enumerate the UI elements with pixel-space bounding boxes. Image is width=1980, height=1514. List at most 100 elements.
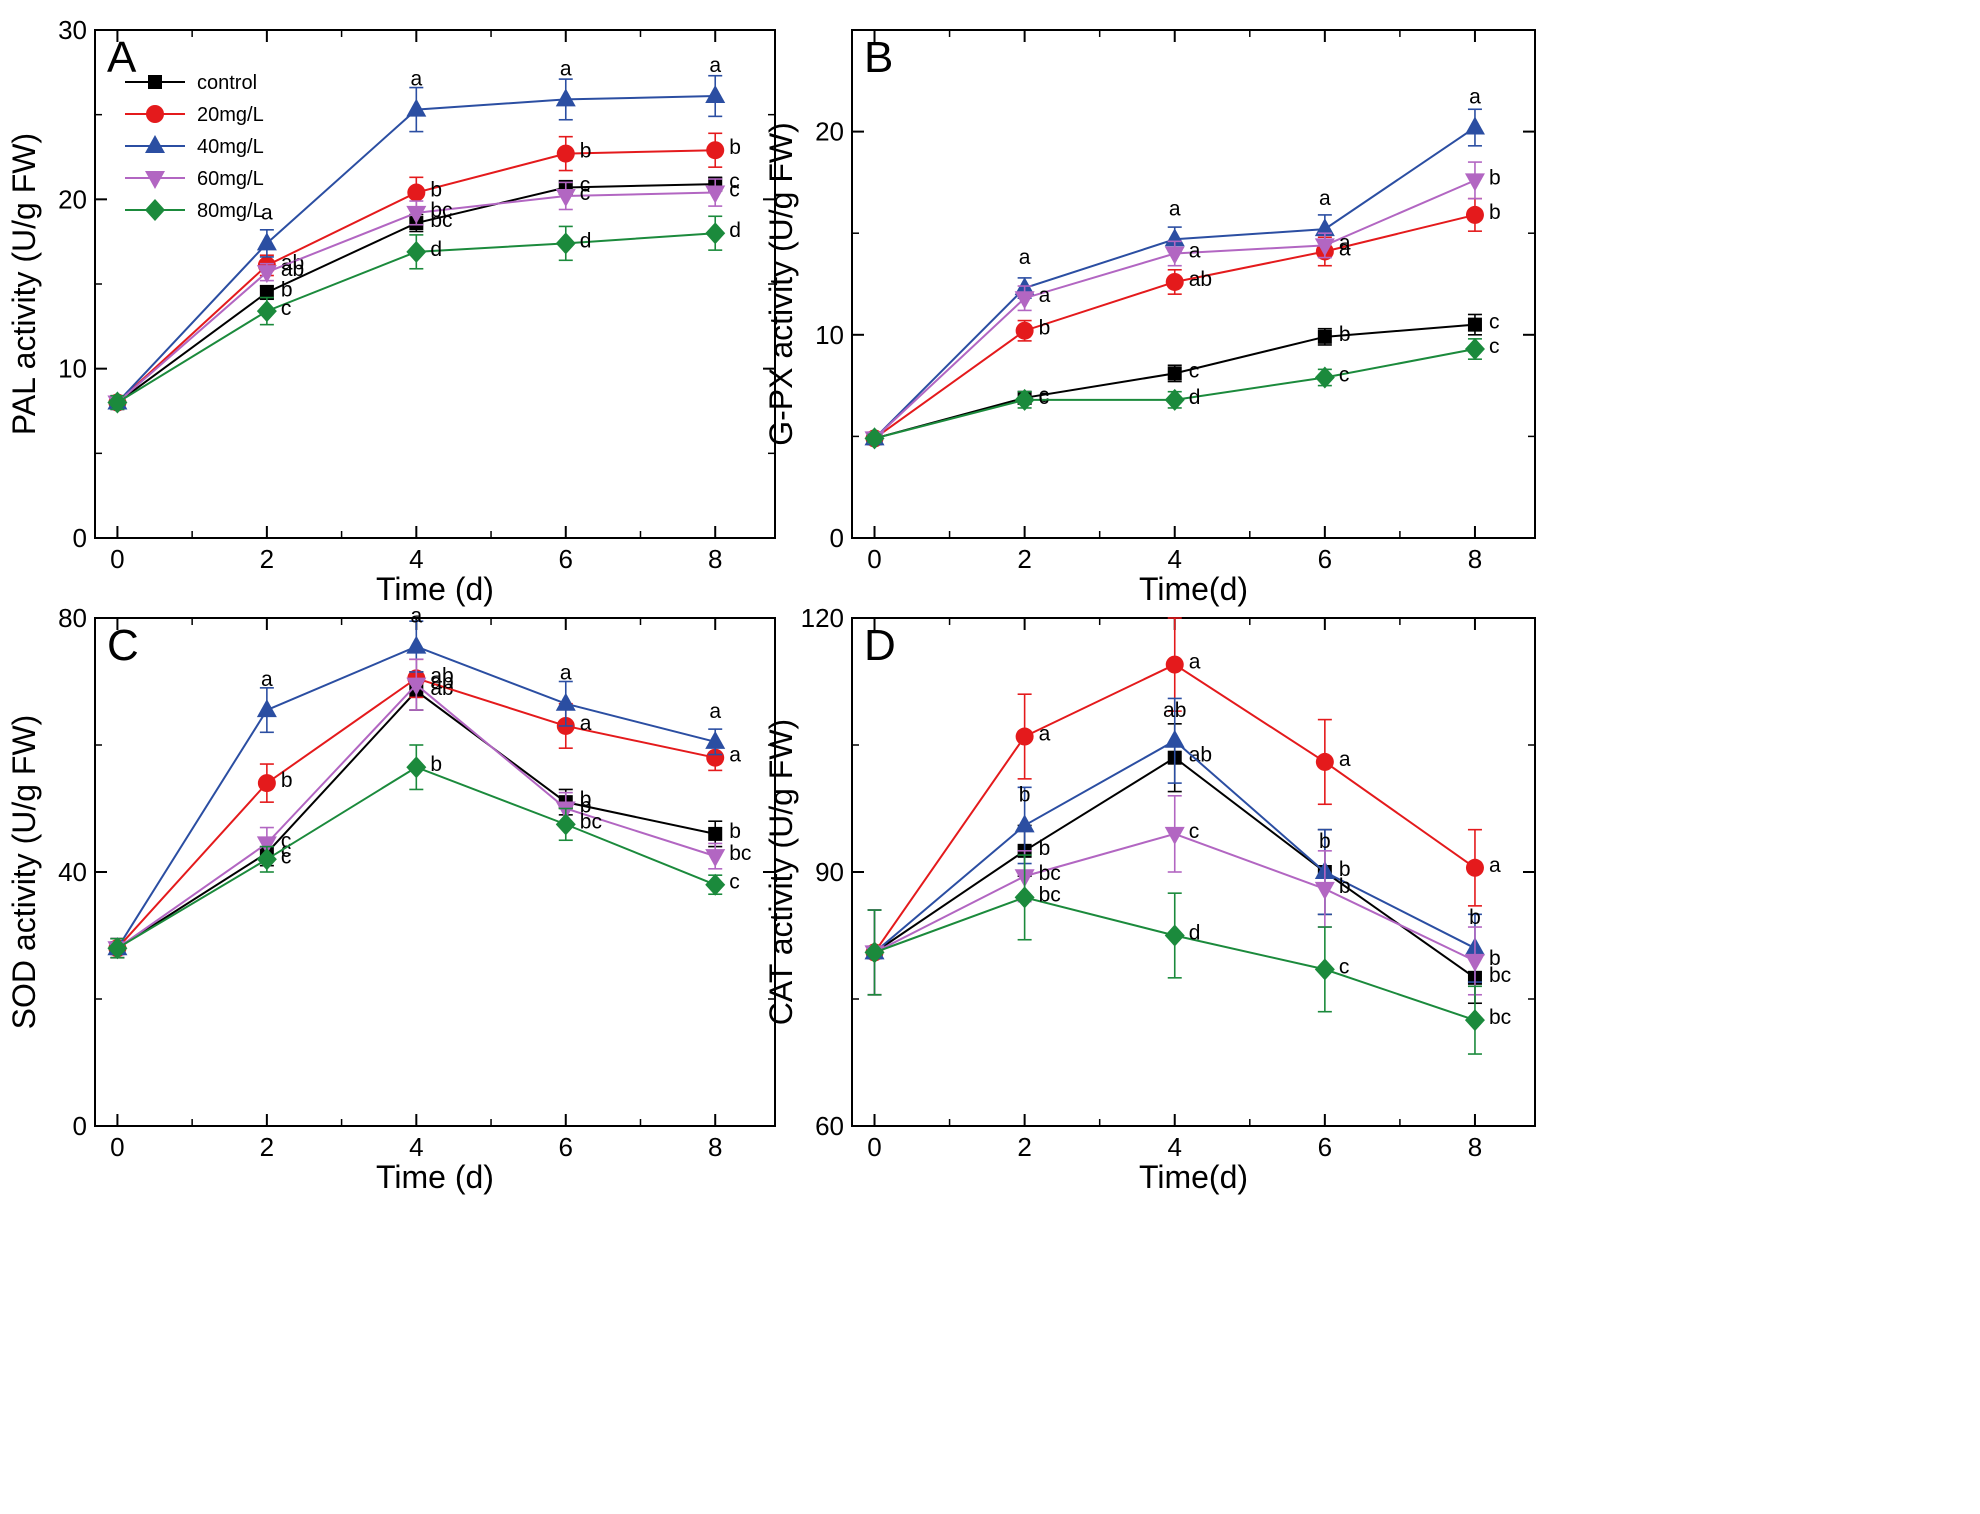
x-tick-label: 8: [708, 1132, 722, 1162]
x-tick-label: 0: [110, 1132, 124, 1162]
x-tick-label: 4: [409, 1132, 423, 1162]
marker-diamond: [145, 199, 165, 221]
series-line: [116, 683, 716, 950]
legend-label: 80mg/L: [197, 200, 264, 222]
marker-square: [1467, 317, 1482, 332]
y-tick-label: 120: [801, 603, 844, 633]
significance-letter: d: [1189, 922, 1201, 945]
series-4: bc d c bc: [864, 854, 1511, 1055]
significance-letter: a: [580, 712, 592, 735]
x-tick-label: 4: [1168, 1132, 1182, 1162]
marker-triangle-down: [1464, 173, 1485, 192]
marker-triangle-up: [256, 699, 277, 718]
plot-frame: [851, 617, 1536, 1127]
marker-triangle-down: [1314, 881, 1335, 900]
significance-letter: a: [1319, 187, 1331, 210]
marker-diamond: [107, 391, 128, 414]
marker-circle: [1015, 321, 1034, 340]
marker-circle: [706, 748, 725, 767]
x-tick-label: 6: [1318, 544, 1332, 574]
significance-letter: c: [1189, 359, 1200, 382]
marker-diamond: [1014, 388, 1035, 411]
x-axis-title: Time (d): [376, 571, 494, 607]
marker-circle: [706, 141, 725, 160]
significance-letter: c: [729, 170, 740, 193]
marker-diamond: [1314, 958, 1335, 981]
significance-letter: a: [1339, 237, 1351, 260]
series-1: a a a a: [865, 617, 1501, 996]
significance-letter: c: [1489, 335, 1500, 358]
y-axis-title: CAT activity (U/g FW): [763, 719, 799, 1025]
y-tick-label: 10: [58, 354, 87, 384]
panel-letter: A: [107, 33, 137, 82]
marker-diamond: [406, 240, 427, 263]
y-axis-title: SOD activity (U/g FW): [6, 715, 42, 1030]
series-line: [116, 689, 716, 950]
marker-triangle-down: [256, 836, 277, 855]
marker-circle: [1165, 655, 1184, 674]
x-tick-label: 0: [867, 544, 881, 574]
x-tick-label: 2: [260, 1132, 274, 1162]
significance-letter: a: [1339, 748, 1351, 771]
marker-diamond: [705, 222, 726, 245]
x-tick-label: 2: [1017, 544, 1031, 574]
significance-letter: bc: [580, 810, 602, 833]
series-line: [116, 766, 716, 950]
marker-diamond: [555, 232, 576, 255]
y-tick-label: 10: [815, 320, 844, 350]
significance-letter: b: [729, 820, 741, 843]
significance-letter: c: [1489, 311, 1500, 334]
significance-letter: a: [709, 54, 721, 77]
marker-triangle-up: [1464, 116, 1485, 135]
panel-d: D 0 2 4 6 8 60 90 120 Time(d) CAT activity (U/g FW…: [763, 603, 1536, 1195]
significance-letter: b: [1039, 837, 1051, 860]
marker-triangle-down: [1464, 953, 1485, 972]
y-tick-label: 20: [58, 184, 87, 214]
marker-triangle-up: [1014, 814, 1035, 833]
marker-triangle-up: [406, 98, 427, 117]
significance-letter: d: [430, 238, 442, 261]
significance-letter: a: [1339, 231, 1351, 254]
significance-letter: d: [1189, 386, 1201, 409]
x-tick-label: 2: [260, 544, 274, 574]
x-tick-label: 6: [1318, 1132, 1332, 1162]
significance-letter: a: [729, 744, 741, 767]
plot-frame: [851, 29, 1536, 539]
significance-letter: b: [281, 278, 293, 301]
marker-diamond: [256, 300, 277, 323]
marker-circle: [1315, 752, 1334, 771]
significance-letter: b: [430, 753, 442, 776]
marker-triangle-up: [555, 88, 576, 107]
marker-diamond: [864, 427, 885, 450]
significance-letter: c: [580, 173, 591, 196]
marker-triangle-down: [256, 265, 277, 284]
significance-letter: c: [281, 829, 292, 852]
y-tick-label: 0: [830, 523, 844, 553]
x-tick-label: 8: [708, 544, 722, 574]
marker-diamond: [1164, 388, 1185, 411]
significance-letter: c: [729, 871, 740, 894]
y-tick-label: 30: [58, 15, 87, 45]
significance-letter: b: [1339, 858, 1351, 881]
significance-letter: a: [1039, 284, 1051, 307]
marker-triangle-down: [406, 205, 427, 224]
significance-letter: b: [1319, 830, 1331, 853]
x-axis-title: Time (d): [376, 1159, 494, 1195]
panel-a: A 0 2 4 6 8 0 10 20 30 Time (d) PAL activity (U/g F…: [6, 15, 776, 607]
marker-diamond: [256, 848, 277, 871]
y-tick-label: 80: [58, 603, 87, 633]
significance-letter: c: [580, 182, 591, 205]
significance-letter: b: [1019, 783, 1031, 806]
significance-letter: a: [1019, 246, 1031, 269]
marker-circle: [146, 105, 164, 123]
x-tick-label: 8: [1468, 544, 1482, 574]
significance-letter: d: [729, 219, 741, 242]
significance-letter: c: [1339, 363, 1350, 386]
marker-triangle-down: [1164, 246, 1185, 265]
marker-circle: [257, 774, 276, 793]
marker-circle: [556, 144, 575, 163]
legend-label: 60mg/L: [197, 168, 264, 190]
